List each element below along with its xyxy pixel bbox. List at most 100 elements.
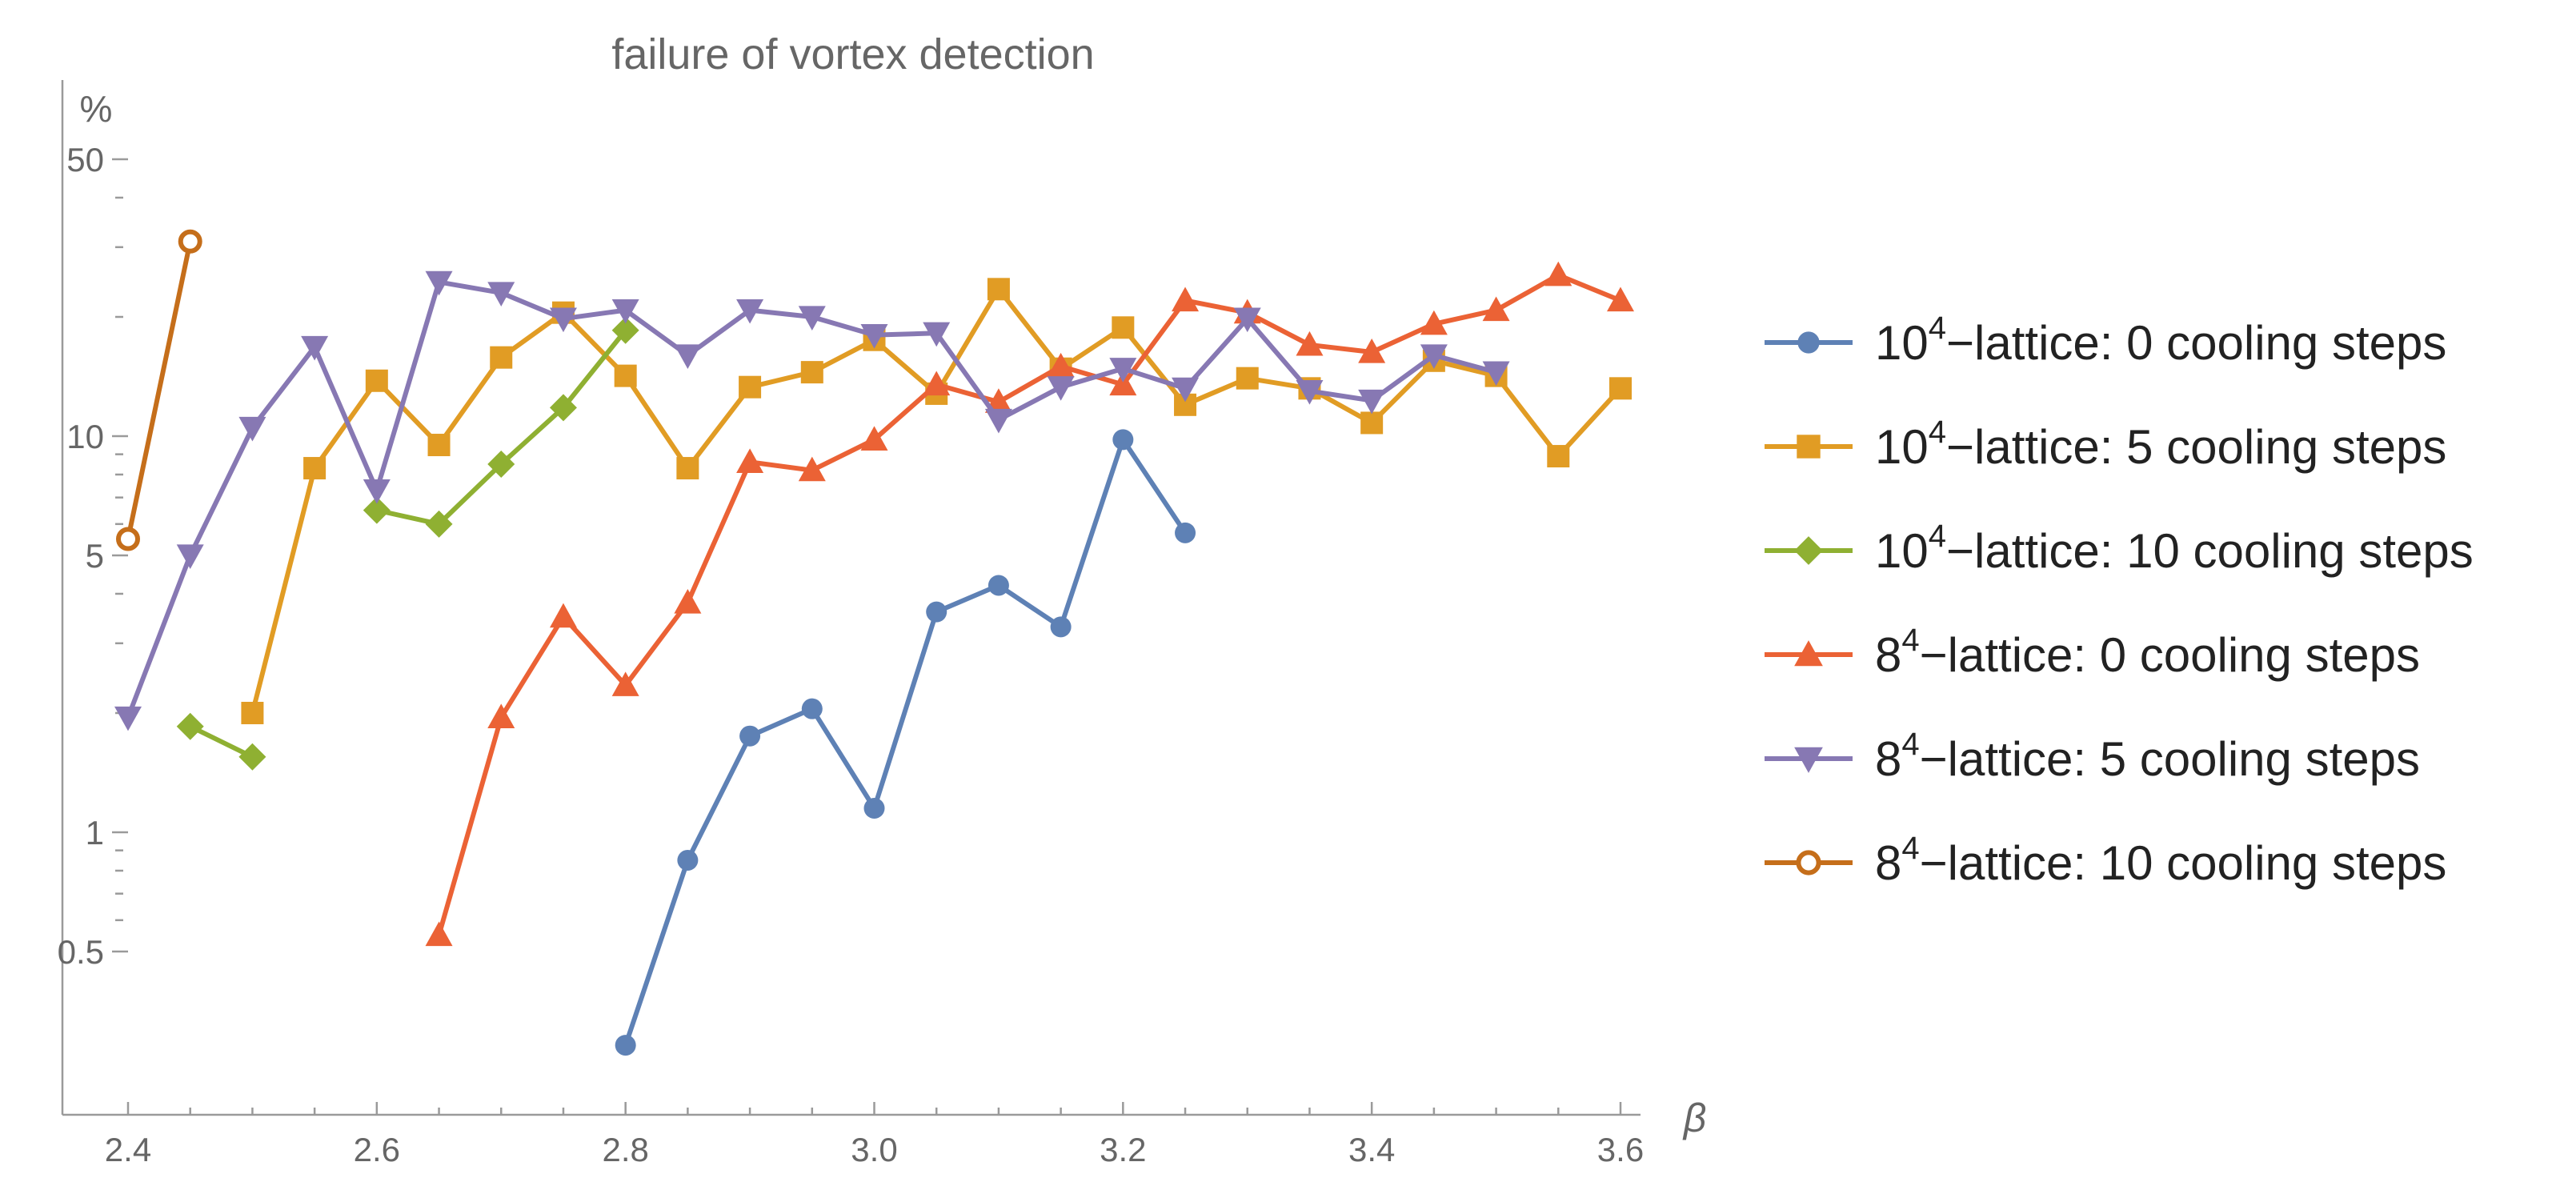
legend-item-3: 84−lattice: 0 cooling steps xyxy=(1765,623,2420,682)
legend-item-5: 84−lattice: 10 cooling steps xyxy=(1765,831,2446,890)
legend-swatch-marker-5 xyxy=(1796,850,1821,875)
legend-label-rest-4: −lattice: 5 cooling steps xyxy=(1920,732,2420,786)
legend-label-rest-1: −lattice: 5 cooling steps xyxy=(1946,420,2446,474)
series-3-point-0-5 xyxy=(736,448,764,474)
series-5-point-0-1 xyxy=(178,229,202,254)
series-3-point-0-15 xyxy=(1358,338,1386,363)
series-5 xyxy=(116,229,202,551)
series-4-point-0-4 xyxy=(363,479,391,504)
series-4-point-0-18 xyxy=(1233,307,1261,333)
y-tick-label-0.5: 0.5 xyxy=(58,933,104,971)
series-0-point-0-4 xyxy=(863,797,885,819)
legend-label-2: 104−lattice: 10 cooling steps xyxy=(1875,519,2474,578)
series-4-point-0-14 xyxy=(984,408,1012,434)
series-0-point-0-6 xyxy=(988,575,1009,596)
series-4-point-0-8 xyxy=(611,298,639,324)
series-2-point-0-1 xyxy=(238,743,266,771)
series-2-point-1-3 xyxy=(549,394,577,422)
legend-item-2: 104−lattice: 10 cooling steps xyxy=(1765,519,2474,578)
x-tick-label-2.6: 2.6 xyxy=(354,1131,400,1168)
series-3-point-0-18 xyxy=(1544,261,1572,286)
series-1-point-0-1 xyxy=(303,457,327,480)
series-2-line-0 xyxy=(187,723,255,759)
series-1-point-0-4 xyxy=(490,346,513,369)
series-4-point-0-7 xyxy=(549,307,577,333)
legend-label-base-5: 8 xyxy=(1875,836,1901,890)
legend-label-base-1: 10 xyxy=(1875,420,1929,474)
series-0 xyxy=(615,429,1196,1056)
legend-label-0: 104−lattice: 0 cooling steps xyxy=(1875,311,2446,370)
series-2-point-1-2 xyxy=(487,450,515,478)
series-1-point-0-9 xyxy=(800,361,823,384)
legend-label-base-2: 10 xyxy=(1875,524,1929,578)
legend-swatch-marker-2 xyxy=(1794,536,1823,565)
series-3-point-0-8 xyxy=(923,371,951,396)
x-axis-label: β xyxy=(1682,1096,1707,1140)
series-4-point-0-21 xyxy=(1420,344,1448,369)
series-0-point-0-9 xyxy=(1175,522,1196,543)
series-1-point-0-12 xyxy=(987,278,1010,301)
series-4-point-0-1 xyxy=(176,544,204,570)
series-4-point-0-0 xyxy=(114,706,142,731)
series-4-point-0-9 xyxy=(674,344,702,369)
series-0-point-0-1 xyxy=(677,849,699,871)
legend-label-sup-5: 4 xyxy=(1901,831,1919,866)
x-tick-label-2.4: 2.4 xyxy=(105,1131,151,1168)
series-4-point-0-19 xyxy=(1296,379,1324,405)
series-4-point-0-6 xyxy=(487,282,515,307)
legend-label-3: 84−lattice: 0 cooling steps xyxy=(1875,623,2420,682)
legend-item-4: 84−lattice: 5 cooling steps xyxy=(1765,727,2420,786)
series-1-point-0-3 xyxy=(427,434,451,457)
series-0-point-0-8 xyxy=(1112,429,1134,451)
legend-label-rest-0: −lattice: 0 cooling steps xyxy=(1946,316,2446,370)
series-2 xyxy=(176,316,639,771)
series-3-point-0-3 xyxy=(611,671,639,696)
series-0-point-0-0 xyxy=(615,1035,636,1056)
series-3-point-0-0 xyxy=(425,921,453,947)
x-tick-label-3.0: 3.0 xyxy=(851,1131,897,1168)
series-5-point-0-0 xyxy=(116,527,140,551)
legend-label-base-4: 8 xyxy=(1875,732,1901,786)
series-3-point-0-7 xyxy=(860,426,888,451)
legend-label-5: 84−lattice: 10 cooling steps xyxy=(1875,831,2446,890)
x-tick-label-3.4: 3.4 xyxy=(1348,1131,1395,1168)
series-0-point-0-3 xyxy=(801,698,823,719)
series-1-point-0-7 xyxy=(676,457,699,480)
series-3-point-0-4 xyxy=(674,589,702,614)
series-3 xyxy=(425,261,1634,947)
legend-label-rest-5: −lattice: 10 cooling steps xyxy=(1920,836,2447,890)
series-0-point-0-7 xyxy=(1050,616,1072,638)
series-4-point-0-20 xyxy=(1358,389,1386,415)
series-3-point-0-12 xyxy=(1172,286,1200,312)
legend-item-1: 104−lattice: 5 cooling steps xyxy=(1765,415,2446,474)
legend-label-sup-2: 4 xyxy=(1929,519,1946,554)
series-1-point-0-18 xyxy=(1360,411,1384,435)
x-tick-label-2.8: 2.8 xyxy=(602,1131,648,1168)
series-1-point-0-14 xyxy=(1112,316,1135,339)
series-1-point-0-22 xyxy=(1609,377,1632,400)
x-tick-label-3.2: 3.2 xyxy=(1100,1131,1146,1168)
legend-label-base-0: 10 xyxy=(1875,316,1929,370)
chart-title: failure of vortex detection xyxy=(611,30,1094,78)
series-2-point-0-0 xyxy=(176,712,204,740)
series-3-point-0-17 xyxy=(1482,296,1510,322)
legend-label-rest-3: −lattice: 0 cooling steps xyxy=(1920,628,2420,682)
series-4-point-0-13 xyxy=(923,322,951,347)
series-4 xyxy=(114,270,1510,731)
legend-swatch-marker-1 xyxy=(1797,435,1821,459)
plot-area xyxy=(114,229,1634,1056)
series-3-point-0-1 xyxy=(487,703,515,729)
series-3-point-0-14 xyxy=(1296,331,1324,356)
y-tick-label-10: 10 xyxy=(66,418,104,455)
series-0-point-0-2 xyxy=(739,725,761,747)
legend-item-0: 104−lattice: 0 cooling steps xyxy=(1765,311,2446,370)
y-ticks: 0.5 1 5 10 50 xyxy=(58,141,128,971)
series-4-point-0-5 xyxy=(425,270,453,296)
series-4-point-0-11 xyxy=(798,306,826,331)
series-4-point-0-12 xyxy=(860,324,888,349)
legend-label-4: 84−lattice: 5 cooling steps xyxy=(1875,727,2420,786)
series-2-point-1-0 xyxy=(363,496,391,524)
y-axis-label: % xyxy=(80,88,113,130)
legend-label-sup-1: 4 xyxy=(1929,415,1946,450)
